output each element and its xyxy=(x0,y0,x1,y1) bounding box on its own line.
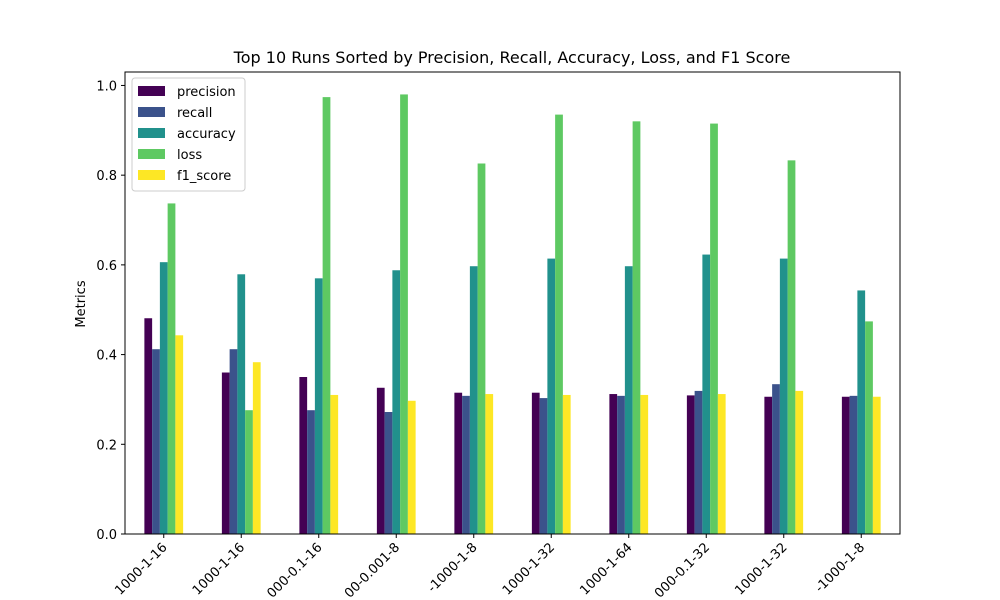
bar-recall-5 xyxy=(462,395,470,534)
bar-loss-5 xyxy=(477,163,486,534)
legend: precision recall accuracy loss f1_score xyxy=(131,77,246,192)
bar-precision-4 xyxy=(376,387,385,534)
bar-recall-6 xyxy=(539,398,548,534)
x-tick-label: 1000-1-32 xyxy=(732,540,790,598)
bar-accuracy-6 xyxy=(547,258,556,534)
bar-accuracy-2 xyxy=(237,274,246,534)
bar-loss-7 xyxy=(632,121,641,534)
bar-f1_score-10 xyxy=(872,396,881,534)
legend-label-recall: recall xyxy=(177,106,212,121)
bar-accuracy-4 xyxy=(392,270,401,534)
bar-precision-10 xyxy=(841,396,850,534)
bar-recall-2 xyxy=(229,349,238,534)
bar-precision-6 xyxy=(531,392,540,534)
legend-label-f1_score: f1_score xyxy=(177,169,231,184)
y-tick-label: 0.4 xyxy=(96,349,117,364)
bar-f1_score-6 xyxy=(562,394,571,534)
x-tick-label: 000-0.1-16 xyxy=(264,540,325,600)
bar-recall-10 xyxy=(849,395,858,534)
bar-loss-2 xyxy=(245,410,253,534)
x-tick-label: 1000-1-64 xyxy=(577,540,635,598)
bar-precision-8 xyxy=(686,395,695,534)
bar-loss-8 xyxy=(710,123,718,534)
bar-recall-1 xyxy=(152,349,160,534)
y-tick-label: 0.6 xyxy=(96,259,117,274)
bar-f1_score-7 xyxy=(640,394,649,534)
legend-swatch-f1_score xyxy=(138,170,165,180)
bar-accuracy-1 xyxy=(159,262,168,534)
bar-loss-3 xyxy=(322,97,331,535)
chart-title: Top 10 Runs Sorted by Precision, Recall,… xyxy=(233,48,791,67)
bar-loss-1 xyxy=(167,203,176,535)
legend-swatch-accuracy xyxy=(138,128,165,138)
x-tick-label: 1000-1-16 xyxy=(112,540,170,598)
bar-accuracy-3 xyxy=(314,278,323,534)
bar-f1_score-4 xyxy=(407,400,416,534)
legend-swatch-loss xyxy=(138,149,165,159)
x-tick-label: 1000-1-16 xyxy=(190,540,248,598)
legend-box xyxy=(131,77,246,192)
bar-recall-3 xyxy=(307,410,315,534)
bar-loss-4 xyxy=(400,94,408,535)
legend-swatch-recall xyxy=(138,107,165,117)
legend-swatch-precision xyxy=(138,86,165,96)
bar-f1_score-8 xyxy=(717,394,726,534)
bar-precision-1 xyxy=(144,318,153,534)
y-tick-label: 0.2 xyxy=(96,438,117,453)
bar-accuracy-7 xyxy=(624,266,633,534)
plot-area xyxy=(121,84,881,538)
y-axis-label: Metrics xyxy=(74,280,89,327)
bar-f1_score-1 xyxy=(175,335,184,534)
bar-f1_score-2 xyxy=(252,362,261,534)
bar-recall-4 xyxy=(384,412,393,534)
bar-recall-9 xyxy=(772,384,780,534)
y-tick-label: 0.8 xyxy=(96,169,117,184)
y-tick-label: 0.0 xyxy=(96,528,117,543)
bar-precision-3 xyxy=(299,377,308,534)
bar-f1_score-5 xyxy=(485,394,494,534)
legend-label-loss: loss xyxy=(177,148,202,163)
legend-label-accuracy: accuracy xyxy=(177,127,236,142)
x-tick-label: -1000-1-8 xyxy=(425,540,481,596)
x-tick-label: 000-0.1-32 xyxy=(652,540,713,600)
x-tick-label: 00-0.001-8 xyxy=(342,540,403,600)
bar-accuracy-5 xyxy=(469,266,478,534)
plot-frame xyxy=(124,71,901,535)
legend-label-precision: precision xyxy=(177,85,236,100)
bar-recall-7 xyxy=(617,395,625,534)
bar-precision-9 xyxy=(764,396,773,534)
bar-precision-2 xyxy=(221,372,230,534)
bar-f1_score-3 xyxy=(330,394,339,534)
bar-accuracy-9 xyxy=(779,258,788,534)
bar-accuracy-8 xyxy=(702,254,711,534)
bar-loss-9 xyxy=(787,160,796,535)
bar-recall-8 xyxy=(694,390,703,534)
bar-precision-5 xyxy=(454,392,463,534)
bar-loss-10 xyxy=(865,321,873,534)
x-tick-label: -1000-1-8 xyxy=(812,540,868,596)
x-tick-label: 1000-1-32 xyxy=(500,540,558,598)
bar-loss-6 xyxy=(555,114,563,535)
y-tick-label: 1.0 xyxy=(96,79,117,94)
bar-precision-7 xyxy=(609,394,618,534)
bar-f1_score-9 xyxy=(795,390,804,534)
bar-accuracy-10 xyxy=(857,290,866,534)
